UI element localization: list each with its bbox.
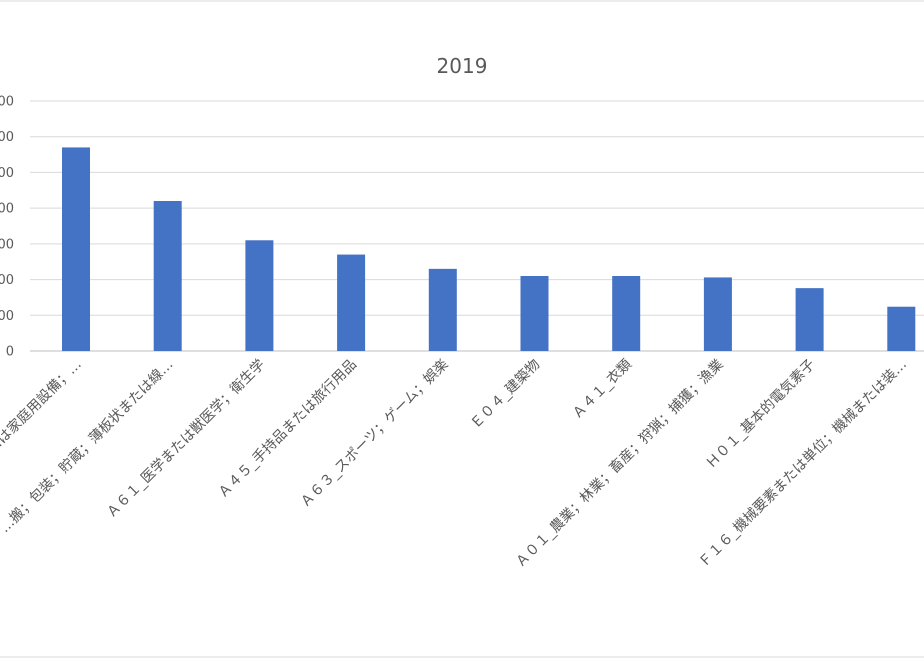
y-tick-label: 2500 <box>0 166 14 181</box>
bar <box>62 147 90 351</box>
y-tick-label: 3500 <box>0 95 14 110</box>
x-tick-label: …は家庭用設備；… <box>0 356 85 457</box>
y-tick-label: 1000 <box>0 273 14 288</box>
bar <box>337 254 366 351</box>
x-tick-label: Ｆ１６_機械要素または単位；機械または装… <box>696 357 910 571</box>
bar <box>428 268 457 351</box>
y-tick-label: 2000 <box>0 202 14 217</box>
x-tick-label: Ａ６１_医学または獣医学；衛生学 <box>103 357 268 522</box>
y-tick-label: 500 <box>0 309 14 324</box>
y-tick-label: 1500 <box>0 237 14 252</box>
bar <box>887 306 916 351</box>
x-tick-label: Ａ４１_衣類 <box>569 357 635 423</box>
bar <box>153 201 182 351</box>
y-tick-label: 3000 <box>0 130 14 145</box>
y-tick-label: 0 <box>6 345 14 360</box>
bar <box>703 277 732 351</box>
x-tick-label: …搬；包装；貯蔵；薄板状または線… <box>0 357 177 537</box>
x-tick-label: Ｅ０４_建築物 <box>468 357 544 433</box>
bar <box>612 276 641 351</box>
bar <box>520 276 549 351</box>
x-tick-label: Ａ０１_農業；林業；畜産；狩猟；捕獲；漁業 <box>512 357 726 571</box>
bars <box>62 147 916 351</box>
bar <box>795 288 824 351</box>
x-tick-label: Ａ６３_スポーツ；ゲーム；娯楽 <box>297 357 451 511</box>
chart-title: 2019 <box>437 54 488 78</box>
x-axis-labels: …は家庭用設備；……搬；包装；貯蔵；薄板状または線…Ａ６１_医学または獣医学；衛… <box>0 356 910 571</box>
bar <box>245 240 274 351</box>
y-axis-ticks: 0 500 1000 1500 2000 2500 3000 3500 <box>0 95 14 360</box>
